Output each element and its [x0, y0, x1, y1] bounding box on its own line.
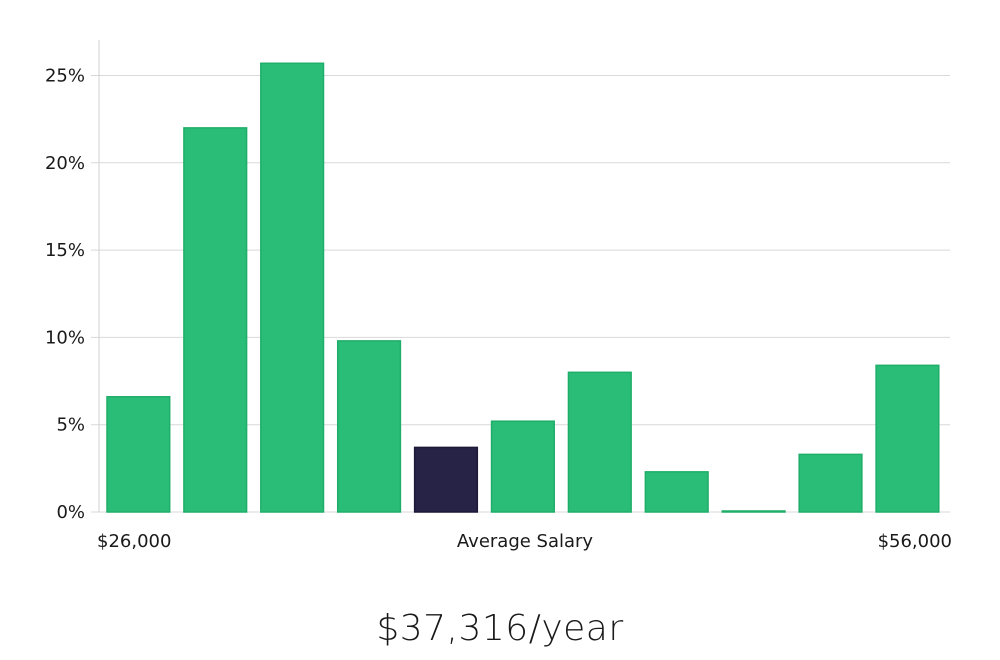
y-tick-label: 15%: [45, 240, 85, 261]
y-tick-labels: 0% 5% 10% 15% 20% 25%: [45, 66, 85, 524]
bar[interactable]: [490, 420, 555, 513]
bar[interactable]: [106, 396, 171, 513]
bar[interactable]: [336, 340, 402, 513]
bar[interactable]: [567, 371, 632, 513]
x-min-label: $26,000: [97, 531, 171, 552]
bar[interactable]: [798, 453, 863, 513]
x-max-label: $56,000: [878, 531, 952, 552]
bar[interactable]: [260, 62, 325, 513]
bar-layer: [106, 62, 940, 513]
y-tick-label: 25%: [45, 66, 85, 87]
bar[interactable]: [721, 510, 786, 513]
bar[interactable]: [183, 127, 248, 513]
bar[interactable]: [644, 471, 709, 513]
x-axis-title: Average Salary: [457, 531, 594, 552]
y-tick-label: 20%: [45, 153, 85, 174]
salary-histogram: 0%5%10%15%20%25% $26,000 Average Salary …: [45, 40, 952, 552]
bar-highlighted[interactable]: [413, 446, 479, 513]
average-salary-value: $37,316/year: [376, 608, 624, 649]
bar[interactable]: [875, 364, 940, 513]
y-tick-label: 5%: [56, 415, 85, 436]
y-tick-label: 0%: [56, 502, 85, 523]
y-tick-label: 10%: [45, 327, 85, 348]
